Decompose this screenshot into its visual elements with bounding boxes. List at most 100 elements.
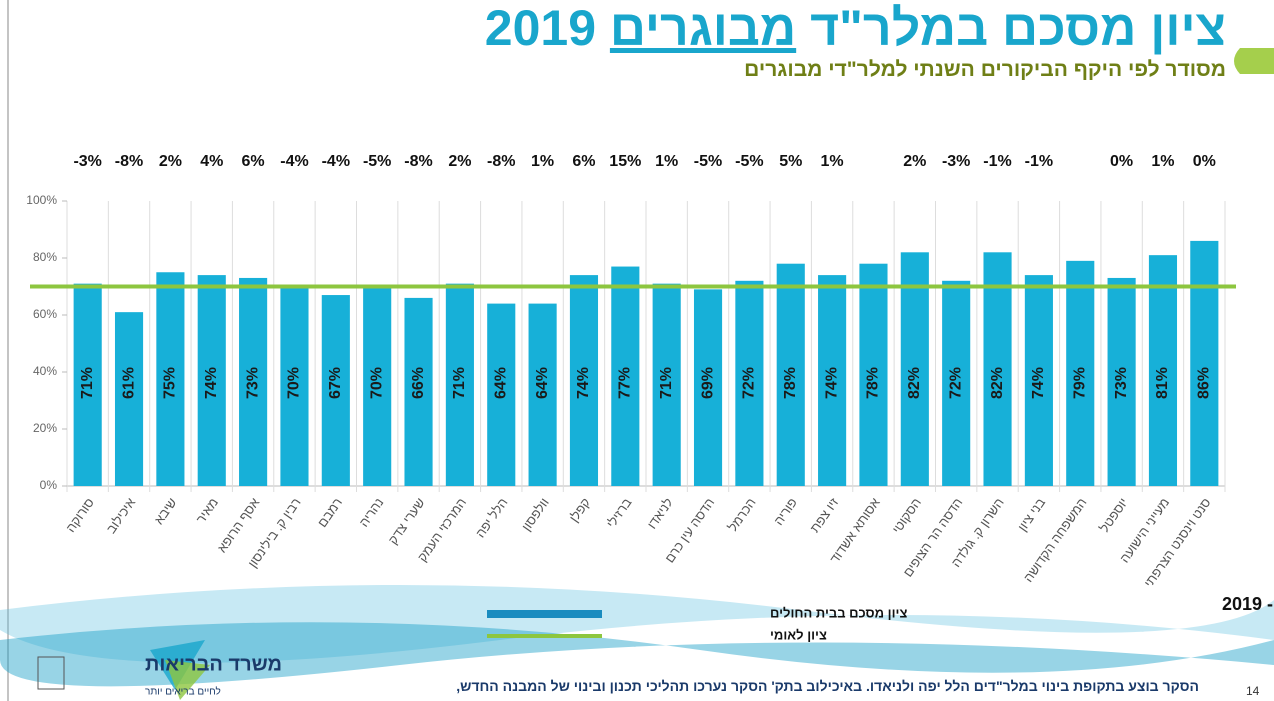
x-tick-label: בני ציון: [1015, 495, 1049, 534]
x-tick-label: הכרמל: [725, 495, 759, 534]
bar: [321, 295, 350, 486]
value-label: 64%: [492, 367, 509, 399]
bar: [73, 283, 102, 486]
value-label: 72%: [741, 367, 758, 399]
x-tick-label: יוספטל: [1097, 495, 1131, 535]
value-label: 66%: [410, 367, 427, 399]
change-label: 4%: [200, 153, 223, 170]
change-label: 6%: [242, 153, 265, 170]
bar: [404, 297, 433, 486]
change-label: 1%: [531, 153, 554, 170]
x-tick-label: רמבם: [314, 495, 345, 530]
bar: [239, 277, 268, 486]
change-label: 6%: [572, 153, 595, 170]
x-tick-label: קפלן: [566, 495, 593, 525]
title-part: 2019: [484, 0, 596, 56]
subtitle: מסודר לפי היקף הביקורים השנתי למלר"די מב…: [744, 58, 1226, 81]
value-label: 81%: [1154, 367, 1171, 399]
x-tick-label: לניאדו: [644, 495, 676, 532]
change-label: 0%: [1110, 153, 1133, 170]
wave: [0, 585, 1274, 663]
logo-name: משרד הבריאות: [145, 653, 282, 675]
value-label: 70%: [368, 367, 385, 399]
bar: [652, 283, 681, 486]
change-label: 2%: [159, 153, 182, 170]
bar: [776, 263, 805, 486]
x-tick-label: הסקוטי: [889, 495, 924, 536]
change-label: -5%: [363, 153, 391, 170]
bar: [1107, 277, 1136, 486]
change-label: 1%: [821, 153, 844, 170]
value-label: 82%: [906, 367, 923, 399]
value-label: 82%: [989, 367, 1006, 399]
change-label: -8%: [487, 153, 515, 170]
bar: [280, 286, 309, 486]
legend-label: ציון מסכם בבית החולים: [770, 605, 907, 620]
y-tick-label: 100%: [26, 193, 57, 207]
value-label: 74%: [203, 367, 220, 399]
value-label: 78%: [865, 367, 882, 399]
value-label: 64%: [534, 367, 551, 399]
y-tick-label: 80%: [33, 250, 57, 264]
value-label: 71%: [658, 367, 675, 399]
change-label: 5%: [779, 153, 802, 170]
value-label: 86%: [1196, 367, 1213, 399]
value-label: 70%: [286, 367, 303, 399]
logo: משרד הבריאות לחיים בריאים יותר: [37, 640, 282, 700]
bar: [363, 286, 392, 486]
x-tick-label: ברזילי: [603, 495, 634, 531]
value-label: 74%: [1030, 367, 1047, 399]
bar: [569, 275, 599, 486]
x-tick-label: זיו צפת: [807, 494, 842, 535]
y-tick-label: 40%: [33, 364, 57, 378]
change-label: -4%: [280, 153, 308, 170]
bar: [1190, 240, 1219, 486]
value-label: 71%: [79, 367, 96, 399]
x-tick-label: שיבא: [151, 495, 180, 527]
comparison-title: השוואה 2017 - 2019: [1222, 594, 1274, 614]
change-label: -5%: [735, 153, 763, 170]
bar: [942, 280, 971, 486]
x-tick-label: פוריה: [771, 495, 800, 528]
value-label: 67%: [327, 367, 344, 399]
legend-label: ציון לאומי: [770, 627, 827, 642]
change-label: -3%: [942, 153, 970, 170]
value-label: 73%: [244, 367, 261, 399]
change-label: -1%: [1025, 153, 1053, 170]
change-label: -5%: [694, 153, 722, 170]
bar: [114, 312, 144, 486]
value-label: 73%: [1113, 367, 1130, 399]
value-label: 78%: [782, 367, 799, 399]
bar: [983, 252, 1012, 486]
change-label: -8%: [404, 153, 432, 170]
change-label: -1%: [983, 153, 1011, 170]
y-tick-label: 20%: [33, 421, 57, 435]
value-label: 79%: [1071, 367, 1088, 399]
bar: [693, 289, 723, 486]
change-label: 2%: [448, 153, 471, 170]
title: ציון מסכם במלר"ד מבוגרים 2019: [485, 0, 1226, 56]
change-label: -4%: [322, 153, 350, 170]
bar: [859, 263, 888, 486]
corner-tab: [1234, 48, 1274, 74]
bar: [487, 303, 516, 486]
value-label: 77%: [617, 367, 634, 399]
logo-slogan: לחיים בריאים יותר: [145, 686, 221, 698]
x-tick-label: איכילוב: [103, 495, 138, 536]
bar: [156, 272, 185, 486]
change-label: 2%: [903, 153, 926, 170]
change-label: -8%: [115, 153, 143, 170]
bar: [528, 303, 557, 486]
change-label: -3%: [73, 153, 101, 170]
page-number: 14: [1246, 684, 1260, 698]
bar: [197, 275, 226, 486]
bar: [445, 283, 474, 486]
wave: [0, 622, 1274, 687]
logo-mark: [165, 660, 210, 700]
footnote: הסקר בוצע בתקופת בינוי במלר"דים הלל יפה …: [456, 678, 1199, 694]
title-part: מבוגרים: [609, 0, 797, 56]
bar: [735, 280, 764, 486]
x-tick-label: נהריה: [356, 495, 386, 529]
value-label: 61%: [120, 367, 137, 399]
